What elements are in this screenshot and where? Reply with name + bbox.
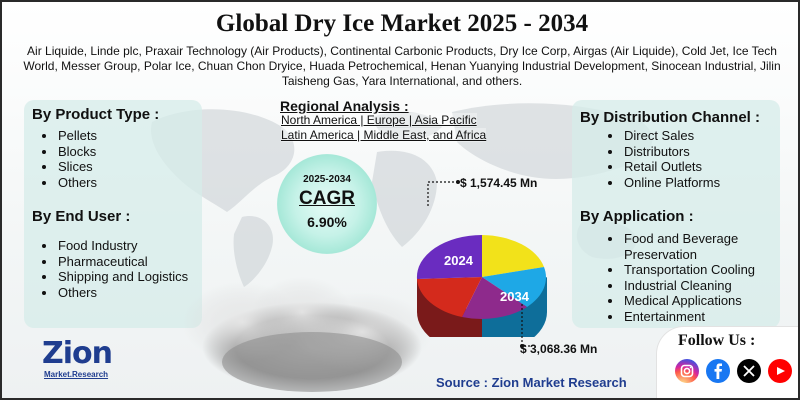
callout-line-2034: [520, 304, 530, 348]
list-item: Pellets: [32, 128, 97, 144]
list-item: Entertainment: [598, 309, 778, 325]
list-item: Pharmaceutical: [32, 254, 188, 270]
application-list: Food and Beverage Preservation Transport…: [598, 231, 778, 324]
year-2024-label: 2024: [444, 253, 474, 268]
list-item: Industrial Cleaning: [598, 278, 778, 294]
zion-logo-subtitle: Market.Research: [44, 370, 109, 379]
product-type-list: Pellets Blocks Slices Others: [32, 128, 97, 190]
regional-line-1: North America | Europe | Asia Pacific: [281, 113, 477, 127]
x-twitter-icon[interactable]: [737, 359, 761, 383]
regional-analysis-heading: Regional Analysis :: [280, 98, 409, 114]
source-label: Source : Zion Market Research: [436, 375, 627, 390]
youtube-icon[interactable]: [768, 359, 792, 383]
end-user-list: Food Industry Pharmaceutical Shipping an…: [32, 238, 188, 300]
cagr-value: 6.90%: [307, 214, 347, 230]
year-2034-label: 2034: [500, 289, 530, 304]
market-size-pie-chart: 2024 2034: [416, 234, 547, 337]
list-item: Shipping and Logistics: [32, 269, 188, 285]
dry-ice-smoke-image: [182, 277, 432, 392]
list-item: Retail Outlets: [598, 159, 720, 175]
key-companies-list: Air Liquide, Linde plc, Praxair Technolo…: [23, 44, 781, 88]
cagr-period: 2025-2034: [303, 174, 351, 185]
pie-slice-yellow: [482, 235, 544, 277]
right-segment-panel: [572, 100, 780, 328]
pie-slice-cyan: [482, 267, 546, 307]
product-type-heading: By Product Type :: [32, 106, 160, 123]
cagr-label: CAGR: [299, 188, 355, 209]
follow-us-label: Follow Us :: [678, 332, 756, 349]
application-heading: By Application :: [580, 208, 694, 225]
list-item: Slices: [32, 159, 97, 175]
cagr-badge: [277, 154, 377, 254]
pie-slice-purple: [416, 234, 482, 279]
pie-slice-red: [417, 277, 482, 317]
list-item: Others: [32, 285, 188, 301]
list-item: Food and Beverage Preservation: [598, 231, 778, 262]
regional-line-2: Latin America | Middle East, and Africa: [281, 128, 487, 142]
distribution-channel-heading: By Distribution Channel :: [580, 109, 760, 126]
list-item: Transportation Cooling: [598, 262, 778, 278]
zion-logo-text: Zion: [42, 336, 113, 371]
callout-line-2024: [427, 180, 460, 208]
list-item: Online Platforms: [598, 175, 720, 191]
pie-slice-violet: [462, 277, 527, 319]
list-item: Food Industry: [32, 238, 188, 254]
market-value-2034: $ 3,068.36 Mn: [520, 342, 598, 356]
list-item: Distributors: [598, 144, 720, 160]
left-segment-panel: [24, 100, 202, 328]
distribution-channel-list: Direct Sales Distributors Retail Outlets…: [598, 128, 720, 190]
instagram-icon[interactable]: [675, 359, 699, 383]
list-item: Medical Applications: [598, 293, 778, 309]
facebook-icon[interactable]: [706, 359, 730, 383]
end-user-heading: By End User :: [32, 208, 131, 225]
page-title: Global Dry Ice Market 2025 - 2034: [215, 10, 589, 37]
market-value-2024: $ 1,574.45 Mn: [460, 176, 538, 190]
list-item: Direct Sales: [598, 128, 720, 144]
list-item: Blocks: [32, 144, 97, 160]
list-item: Others: [32, 175, 97, 191]
